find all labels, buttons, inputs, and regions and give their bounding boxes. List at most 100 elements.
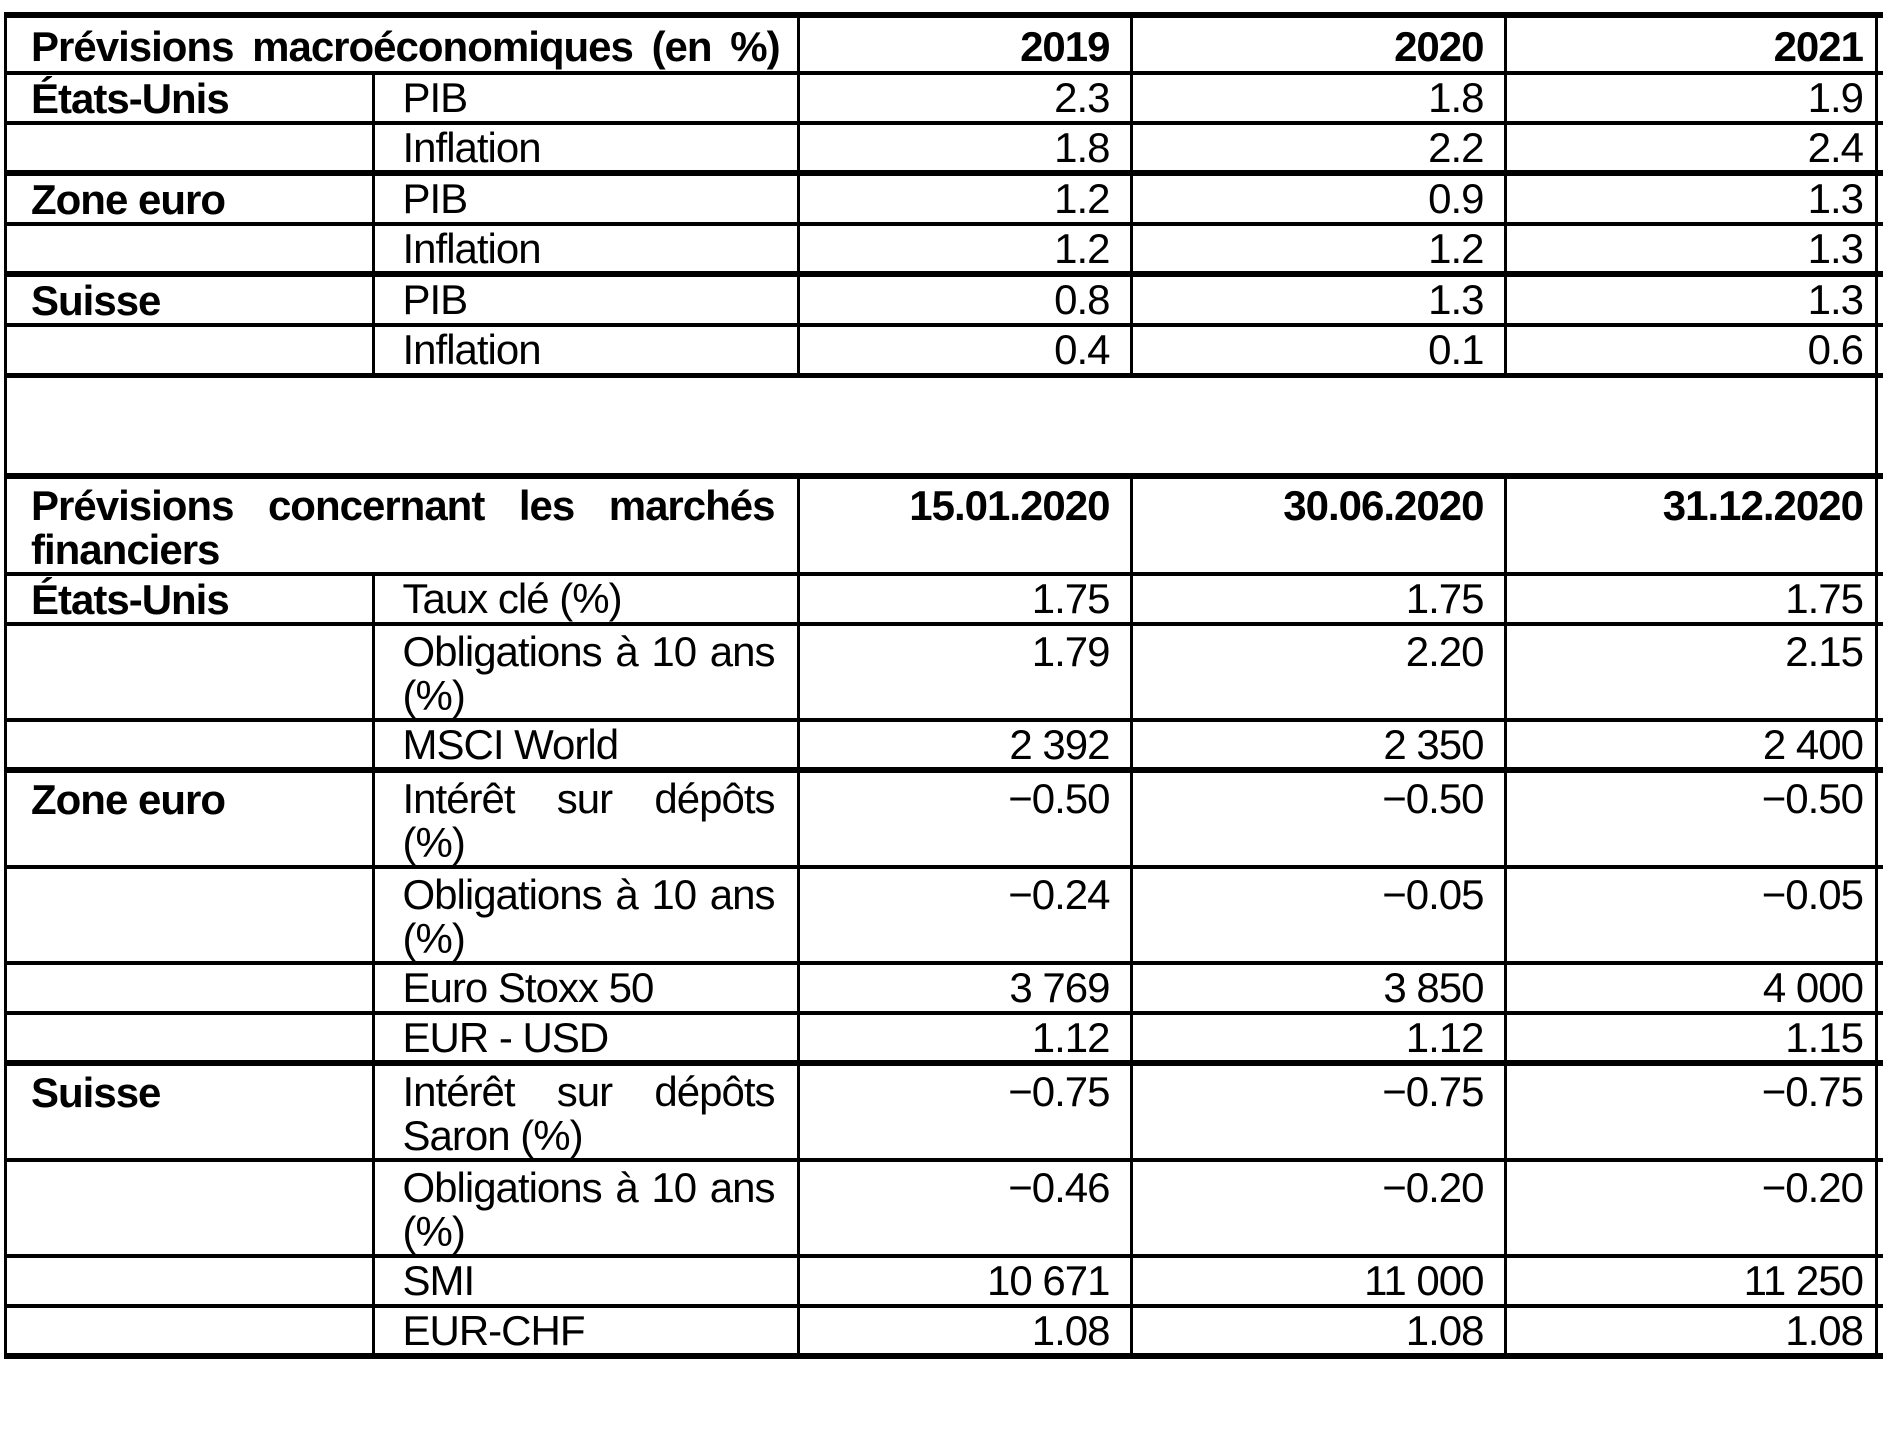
table-row: Inflation 0.4 0.1 0.6 [7, 325, 1884, 375]
metric-label: Inflation [371, 325, 799, 375]
metric-label: Obligations à 10 ans (%) [371, 623, 798, 720]
value-col-1: 3 769 [796, 962, 1131, 1013]
value-col-3: 4 000 [1503, 962, 1883, 1013]
region-label [7, 720, 373, 770]
value-col-3: 11 250 [1503, 1255, 1883, 1306]
region-label [7, 1160, 373, 1256]
value-col-2: 2.2 [1129, 123, 1506, 173]
value-col-3: 1.75 [1503, 573, 1883, 624]
table-row: Inflation 1.2 1.2 1.3 [7, 224, 1884, 274]
region-label [7, 624, 373, 720]
macro-column-2021: 2021 [1503, 15, 1884, 73]
value-col-3: −0.20 [1503, 1159, 1883, 1256]
value-col-3: 2 400 [1503, 719, 1883, 770]
value-col-2: 3 850 [1129, 962, 1505, 1013]
value-col-3: −0.75 [1503, 1062, 1883, 1160]
metric-label: Inflation [371, 123, 799, 173]
value-col-2: 2.20 [1129, 623, 1505, 720]
value-col-1: −0.50 [796, 769, 1131, 867]
markets-forecast-table: Prévisions concernant les marchés financ… [7, 472, 1883, 1359]
metric-label: Obligations à 10 ans (%) [371, 866, 798, 963]
table-row: Zone euro Intérêt sur dépôts (%) −0.50 −… [7, 769, 1883, 867]
markets-column-date-1: 15.01.2020 [796, 475, 1131, 574]
region-label [7, 1256, 373, 1306]
table-row: Obligations à 10 ans (%) −0.46 −0.20 −0.… [7, 1159, 1883, 1256]
metric-label: PIB [371, 73, 799, 123]
value-col-1: 1.08 [796, 1305, 1131, 1356]
markets-column-date-2: 30.06.2020 [1129, 475, 1505, 574]
metric-label: Taux clé (%) [371, 573, 798, 624]
value-col-2: 1.8 [1129, 73, 1506, 123]
value-col-3: 1.3 [1503, 224, 1884, 274]
value-col-1: 1.8 [796, 123, 1132, 173]
value-col-2: 0.1 [1129, 325, 1506, 375]
value-col-2: −0.50 [1129, 769, 1505, 867]
table-row: EUR - USD 1.12 1.12 1.15 [7, 1012, 1883, 1063]
value-col-3: 0.6 [1503, 325, 1884, 375]
outer-frame: Prévisions macroéconomiques (en %) 2019 … [4, 12, 1884, 1359]
value-col-2: −0.75 [1129, 1062, 1505, 1160]
table-row: Suisse PIB 0.8 1.3 1.3 [7, 274, 1884, 325]
value-col-2: 11 000 [1129, 1255, 1505, 1306]
value-col-3: 1.3 [1503, 274, 1884, 325]
table-row: Obligations à 10 ans (%) −0.24 −0.05 −0.… [7, 866, 1883, 963]
value-col-1: 2.3 [796, 73, 1132, 123]
value-col-3: 1.3 [1503, 173, 1884, 224]
markets-column-date-3: 31.12.2020 [1503, 475, 1883, 574]
table-row: États-Unis Taux clé (%) 1.75 1.75 1.75 [7, 573, 1883, 624]
metric-label: PIB [371, 173, 799, 224]
region-label [7, 1306, 373, 1356]
table-row: SMI 10 671 11 000 11 250 [7, 1255, 1883, 1306]
table-row: Inflation 1.8 2.2 2.4 [7, 123, 1884, 173]
table-row: Euro Stoxx 50 3 769 3 850 4 000 [7, 962, 1883, 1013]
metric-label: Inflation [371, 224, 799, 274]
markets-table-title: Prévisions concernant les marchés financ… [31, 481, 776, 573]
region-label: Zone euro [31, 775, 226, 823]
value-col-2: 1.12 [1129, 1012, 1505, 1063]
value-col-2: −0.20 [1129, 1159, 1505, 1256]
value-col-2: 0.9 [1129, 173, 1506, 224]
value-col-3: 1.08 [1503, 1305, 1883, 1356]
value-col-1: −0.75 [796, 1062, 1131, 1160]
region-label [7, 123, 373, 173]
value-col-3: 2.15 [1503, 623, 1883, 720]
region-label: États-Unis [31, 75, 230, 122]
value-col-3: −0.50 [1503, 769, 1883, 867]
region-label: Suisse [31, 277, 161, 324]
macro-forecast-table: Prévisions macroéconomiques (en %) 2019 … [7, 12, 1884, 378]
region-label: États-Unis [31, 575, 230, 623]
value-col-2: 1.75 [1129, 573, 1505, 624]
value-col-1: 1.79 [796, 623, 1131, 720]
value-col-1: −0.24 [796, 866, 1131, 963]
macro-column-2020: 2020 [1129, 15, 1506, 73]
value-col-1: 1.2 [796, 173, 1132, 224]
macro-column-2019: 2019 [796, 15, 1132, 73]
region-label [7, 224, 373, 274]
macro-table-title: Prévisions macroéconomiques (en %) [31, 23, 781, 70]
metric-label: SMI [371, 1255, 798, 1306]
value-col-1: 1.75 [796, 573, 1131, 624]
metric-label: EUR - USD [371, 1012, 798, 1063]
region-label [7, 867, 373, 963]
region-label [7, 963, 373, 1013]
metric-label: EUR-CHF [371, 1305, 798, 1356]
metric-label: PIB [371, 274, 799, 325]
value-col-1: 10 671 [796, 1255, 1131, 1306]
value-col-3: 1.9 [1503, 73, 1884, 123]
table-gap [7, 377, 1875, 473]
value-col-1: 0.8 [796, 274, 1132, 325]
value-col-1: 2 392 [796, 719, 1131, 770]
table-row: États-Unis PIB 2.3 1.8 1.9 [7, 73, 1884, 123]
value-col-3: −0.05 [1503, 866, 1883, 963]
region-label [7, 1013, 373, 1063]
metric-label: Obligations à 10 ans (%) [371, 1159, 798, 1256]
region-label [7, 325, 373, 375]
metric-label: MSCI World [371, 719, 798, 770]
value-col-2: 1.08 [1129, 1305, 1505, 1356]
value-col-3: 1.15 [1503, 1012, 1883, 1063]
table-row: Zone euro PIB 1.2 0.9 1.3 [7, 173, 1884, 224]
markets-header-row: Prévisions concernant les marchés financ… [7, 475, 1883, 574]
region-label: Suisse [31, 1068, 161, 1116]
value-col-2: 1.2 [1129, 224, 1506, 274]
table-row: Suisse Intérêt sur dépôts Saron (%) −0.7… [7, 1062, 1883, 1160]
